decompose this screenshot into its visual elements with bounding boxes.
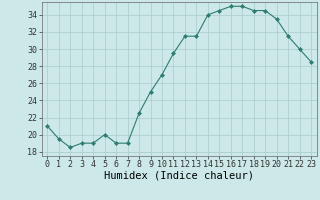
X-axis label: Humidex (Indice chaleur): Humidex (Indice chaleur)	[104, 171, 254, 181]
